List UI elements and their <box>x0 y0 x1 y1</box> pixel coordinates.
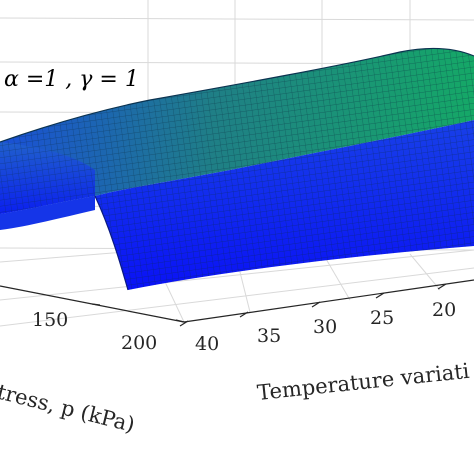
x-tick-label: 35 <box>257 325 281 347</box>
x-tick-labels: 40 35 30 25 20 <box>195 299 456 355</box>
x-tick-label: 20 <box>432 299 456 321</box>
parameter-annotation: α =1 , γ = 1 <box>4 67 139 92</box>
x-axis-label: Temperature variati <box>256 359 471 405</box>
x-tick-label: 30 <box>313 316 337 338</box>
y-tick-label: 150 <box>32 309 68 331</box>
y-tick-label: 200 <box>121 332 157 354</box>
x-tick-label: 40 <box>195 333 219 355</box>
x-tick-label: 25 <box>370 307 394 329</box>
x-tick-marks <box>179 283 447 327</box>
axis-lines <box>0 279 474 323</box>
y-axis-label: tress, p (kPa) <box>0 380 137 437</box>
y-tick-labels: 150 200 <box>32 309 157 354</box>
y-tick-marks <box>91 303 185 323</box>
surface <box>0 47 474 291</box>
